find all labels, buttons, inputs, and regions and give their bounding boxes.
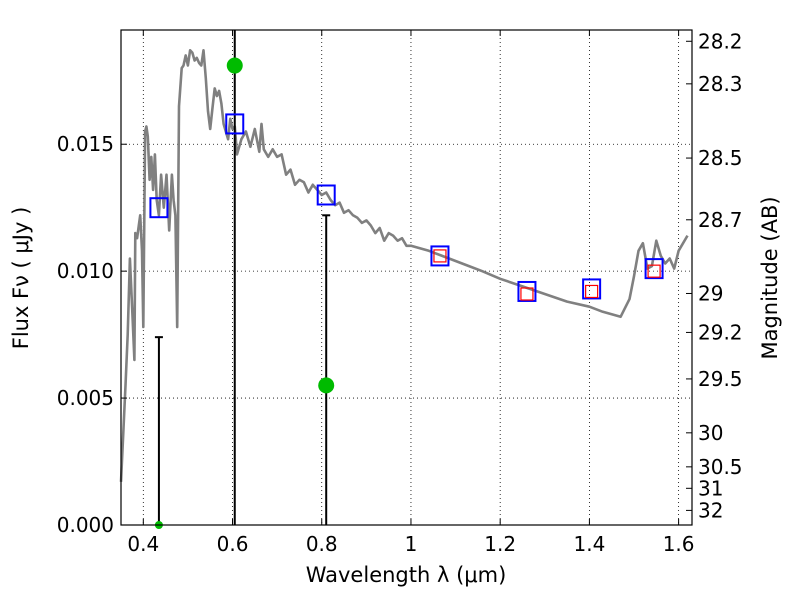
y-tick-label: 0.000 [57, 513, 114, 537]
model-photometry-square [582, 278, 602, 300]
model-photometry-square [225, 113, 245, 135]
magnitude-tick-label: 28.2 [698, 29, 743, 53]
plot-frame [120, 29, 693, 526]
magnitude-tick-label: 29.2 [698, 320, 743, 344]
magnitude-tick-label: 29 [698, 281, 723, 305]
y-tick-label: 0.015 [57, 132, 114, 156]
magnitude-tick-label: 29.5 [698, 367, 743, 391]
y-axis-ticks: 0.000 0.005 0.010 0.015 [57, 132, 127, 537]
x-tick-label: 1.6 [663, 532, 695, 556]
observed-photometry-square [520, 287, 534, 301]
observed-photometry-square [433, 249, 447, 263]
x-tick-label: 1 [405, 532, 418, 556]
model-photometry-square [517, 280, 537, 302]
magnitude-tick-label: 31 [698, 476, 723, 500]
sed-model-line [119, 48, 689, 482]
model-photometry-square [316, 184, 336, 206]
model-photometry-square [149, 197, 169, 219]
grid-lines [121, 30, 692, 526]
magnitude-tick-label: 30.5 [698, 455, 743, 479]
magnitude-axis-label: Magnitude (AB) [758, 196, 782, 359]
observed-photometry-square [585, 284, 599, 299]
model-photometry-square [644, 258, 664, 280]
x-tick-label: 0.6 [217, 532, 249, 556]
y-tick-label: 0.005 [57, 386, 114, 410]
x-axis-ticks: 0.4 0.6 0.8 1 1.2 1.4 1.6 [127, 30, 695, 556]
y-axis-label: Flux Fν ( μJy ) [9, 207, 33, 350]
sed-curve [119, 48, 689, 482]
x-tick-label: 1.4 [573, 532, 605, 556]
x-tick-label: 1.2 [484, 532, 516, 556]
x-tick-label: 0.4 [127, 532, 159, 556]
observed-flux-point [226, 57, 243, 74]
y-tick-label: 0.010 [57, 259, 114, 283]
x-tick-label: 0.8 [306, 532, 338, 556]
magnitude-tick-label: 28.5 [698, 146, 743, 170]
observed-flux-point [318, 377, 335, 394]
magnitude-tick-label: 30 [698, 421, 723, 445]
magnitude-tick-label: 32 [698, 498, 723, 522]
observed-photometry-square [647, 264, 661, 278]
error-bars [154, 30, 331, 525]
magnitude-tick-label: 28.3 [698, 72, 743, 96]
x-axis-label: Wavelength λ (μm) [306, 563, 507, 587]
data-markers [149, 57, 664, 529]
magnitude-tick-label: 28.7 [698, 208, 743, 232]
model-photometry-square [430, 245, 450, 267]
